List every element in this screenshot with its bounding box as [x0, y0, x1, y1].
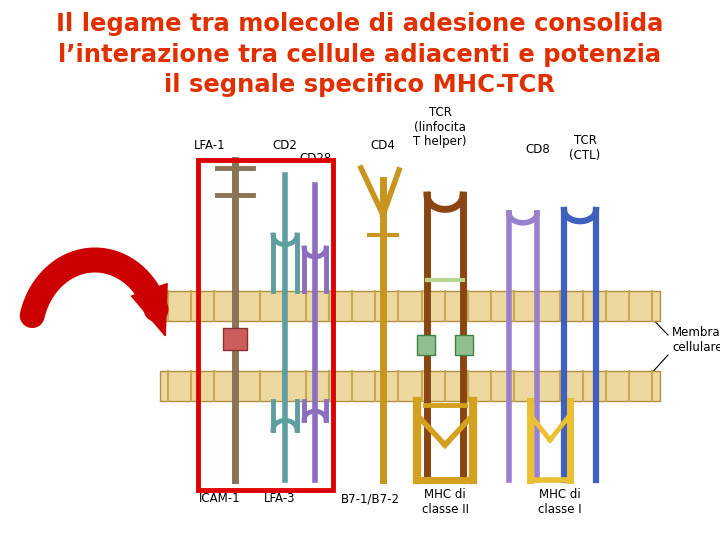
Text: MHC di
classe II: MHC di classe II: [421, 488, 469, 516]
Bar: [455, 335, 473, 355]
Text: CD28: CD28: [299, 152, 331, 165]
Bar: [160, 291, 660, 321]
Bar: [223, 328, 247, 350]
Text: MHC di
classe I: MHC di classe I: [538, 488, 582, 516]
Text: CD4: CD4: [371, 139, 395, 152]
Text: LFA-3: LFA-3: [264, 492, 296, 505]
Polygon shape: [132, 284, 167, 336]
Text: Il legame tra molecole di adesione consolida
l’interazione tra cellule adiacenti: Il legame tra molecole di adesione conso…: [56, 12, 664, 97]
Text: ICAM-1: ICAM-1: [199, 492, 240, 505]
Text: Membrana
cellulare: Membrana cellulare: [672, 326, 720, 354]
Text: TCR
(linfocita
T helper): TCR (linfocita T helper): [413, 106, 467, 148]
Bar: [198, 160, 333, 490]
Text: TCR
(CTL): TCR (CTL): [570, 134, 600, 162]
Text: CD8: CD8: [526, 143, 550, 156]
Text: LFA-1: LFA-1: [194, 139, 226, 152]
Bar: [160, 371, 660, 401]
Bar: [417, 335, 435, 355]
Text: B7-1/B7-2: B7-1/B7-2: [341, 492, 400, 505]
Text: CD2: CD2: [273, 139, 297, 152]
